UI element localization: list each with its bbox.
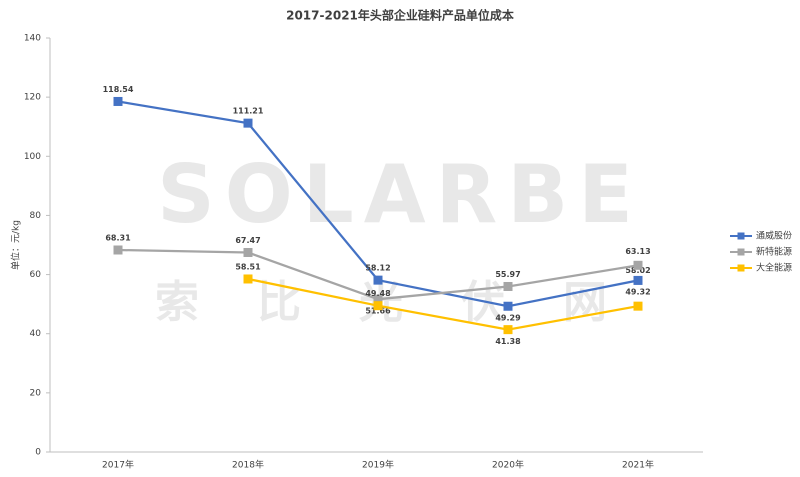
- data-label: 58.02: [625, 266, 650, 275]
- legend-label: 大全能源: [756, 262, 792, 274]
- data-label: 49.48: [365, 289, 391, 298]
- data-label: 58.51: [235, 262, 261, 271]
- marker: [373, 301, 383, 311]
- data-label: 51.66: [365, 307, 391, 316]
- data-label: 58.12: [365, 264, 390, 273]
- data-label: 49.29: [495, 314, 521, 323]
- y-tick-label: 60: [30, 270, 42, 280]
- data-label: 41.38: [495, 337, 521, 346]
- marker: [633, 260, 643, 270]
- marker: [503, 281, 513, 291]
- marker: [373, 275, 383, 285]
- y-tick-label: 140: [24, 34, 41, 44]
- y-tick-label: 40: [30, 329, 42, 339]
- marker: [243, 118, 253, 128]
- y-tick-label: 100: [24, 152, 41, 162]
- watermark: SOLARBE: [157, 148, 643, 241]
- watermark: 索比光伏网: [155, 277, 665, 328]
- y-axis-title: 单位：元/kg: [10, 220, 22, 270]
- marker: [633, 301, 643, 311]
- marker: [113, 96, 123, 106]
- y-tick-label: 120: [24, 93, 41, 103]
- data-label: 63.13: [625, 247, 650, 256]
- marker: [113, 245, 123, 255]
- marker: [503, 325, 513, 335]
- marker: [633, 275, 643, 285]
- x-tick-label: 2017年: [102, 459, 134, 471]
- chart-title: 2017-2021年头部企业硅料产品单位成本: [286, 8, 514, 23]
- marker: [373, 294, 383, 304]
- x-tick-label: 2021年: [622, 459, 654, 471]
- data-label: 55.97: [495, 270, 520, 279]
- legend-marker: [737, 232, 745, 240]
- legend-marker: [737, 248, 745, 256]
- x-tick-label: 2018年: [232, 459, 264, 471]
- data-label: 118.54: [103, 85, 134, 94]
- legend-label: 通威股份: [756, 230, 792, 242]
- marker: [503, 301, 513, 311]
- data-label: 111.21: [233, 107, 264, 116]
- x-tick-label: 2019年: [362, 459, 394, 471]
- legend-marker: [737, 264, 745, 272]
- y-tick-label: 80: [30, 211, 42, 221]
- series-line: [247, 277, 639, 331]
- x-tick-label: 2020年: [492, 459, 524, 471]
- marker: [243, 274, 253, 284]
- data-label: 67.47: [235, 236, 260, 245]
- marker: [243, 247, 253, 257]
- data-label: 49.32: [625, 288, 650, 297]
- y-tick-label: 20: [30, 388, 42, 398]
- legend-label: 新特能源: [756, 246, 792, 258]
- data-label: 68.31: [105, 233, 131, 242]
- y-tick-label: 0: [35, 448, 41, 458]
